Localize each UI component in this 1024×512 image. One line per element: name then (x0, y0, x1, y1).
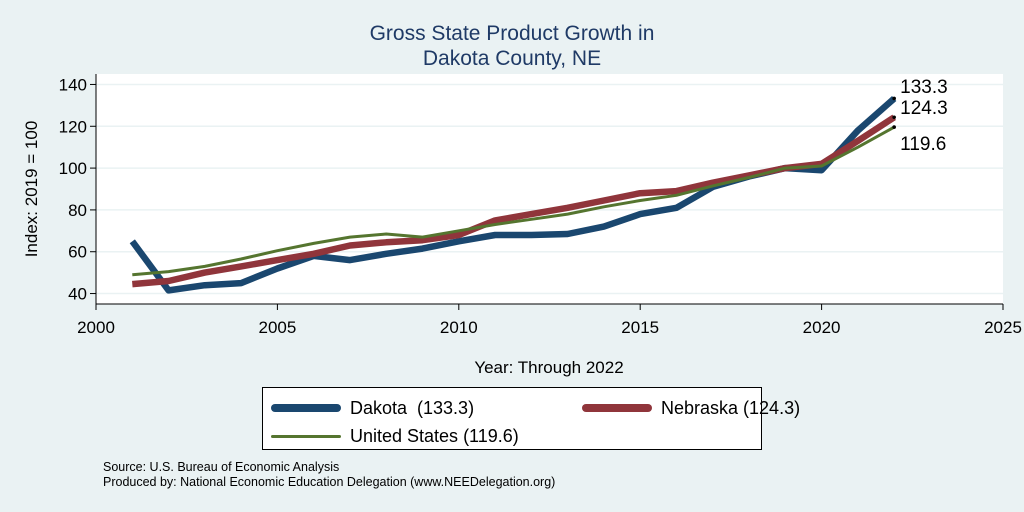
legend-swatch-nebraska (582, 404, 652, 412)
y-tick-label-120: 120 (59, 117, 87, 136)
x-tick-label-2015: 2015 (621, 318, 659, 337)
x-tick-label-2010: 2010 (440, 318, 478, 337)
produced-by-note: Produced by: National Economic Education… (103, 475, 556, 489)
footnotes: Source: U.S. Bureau of Economic Analysis… (103, 460, 555, 490)
y-tick-label-140: 140 (59, 75, 87, 94)
end-label-nebraska: 124.3 (900, 98, 948, 119)
series-end-point-united-states (892, 125, 896, 129)
y-tick-label-60: 60 (68, 243, 87, 262)
x-tick-label-2020: 2020 (803, 318, 841, 337)
y-tick-label-100: 100 (59, 159, 87, 178)
x-tick-label-2025: 2025 (984, 318, 1022, 337)
legend-label-dakota: Dakota (133.3) (350, 397, 475, 418)
legend-label-nebraska: Nebraska (124.3) (661, 397, 801, 418)
x-tick-label-2005: 2005 (258, 318, 296, 337)
legend-label-united-states: United States (119.6) (350, 425, 519, 446)
x-tick-label-2000: 2000 (77, 318, 115, 337)
legend-item-dakota: Dakota (133.3) (271, 396, 474, 420)
end-label-dakota: 133.3 (900, 77, 948, 98)
x-axis-title: Year: Through 2022 (474, 358, 623, 377)
legend-swatch-united-states (271, 434, 341, 438)
series-line-united-states (132, 125, 895, 277)
end-label-united-states: 119.6 (900, 134, 946, 155)
legend-swatch-dakota (271, 404, 341, 412)
y-tick-label-40: 40 (68, 285, 87, 304)
legend-item-nebraska: Nebraska (124.3) (582, 396, 800, 420)
chart-title-line-1: Gross State Product Growth in (369, 22, 655, 45)
series-end-point-dakota (892, 96, 896, 101)
y-axis-title: Index: 2019 = 100 (22, 121, 41, 258)
series-end-point-nebraska (892, 115, 896, 120)
chart-title-line-2: Dakota County, NE (422, 47, 602, 70)
legend: Dakota (133.3) Nebraska (124.3) United S… (262, 387, 800, 450)
source-note: Source: U.S. Bureau of Economic Analysis (103, 460, 340, 474)
y-tick-label-80: 80 (68, 201, 87, 220)
legend-item-united-states: United States (119.6) (271, 424, 519, 448)
